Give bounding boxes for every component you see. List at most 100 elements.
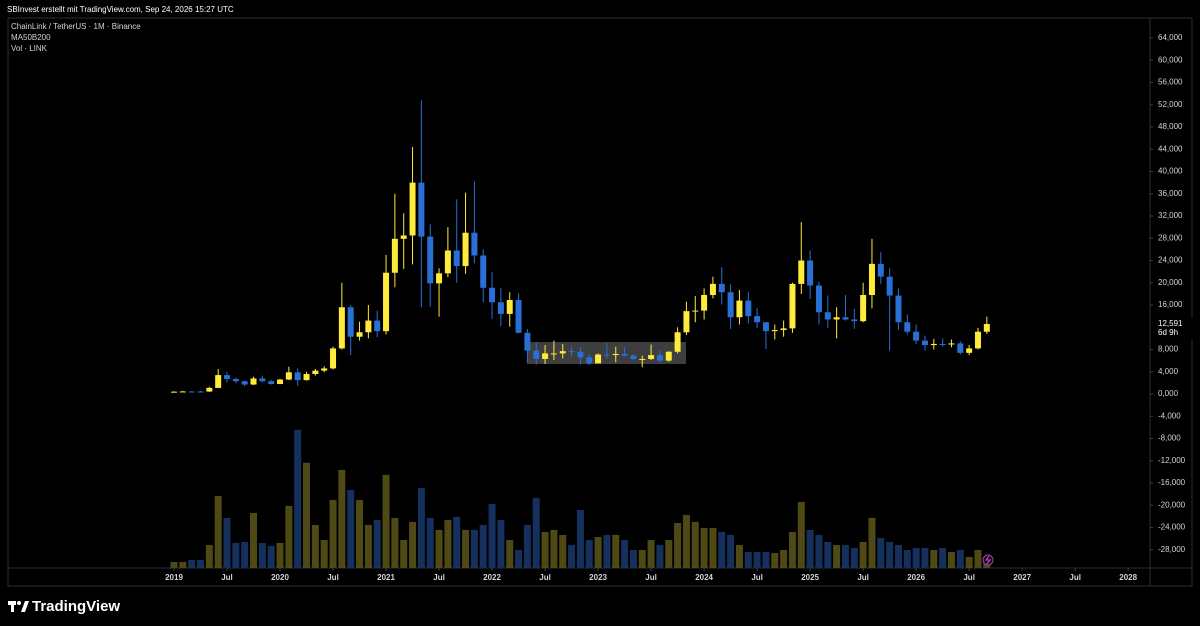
volume-bar <box>329 499 337 568</box>
volume-bar <box>497 519 505 568</box>
volume-bar <box>568 544 576 568</box>
candle-body <box>321 368 328 371</box>
candle-body <box>762 322 769 332</box>
x-tick-label: 2027 <box>1013 573 1031 582</box>
candle-body <box>550 353 557 355</box>
candle-body <box>913 331 920 341</box>
volume-bar <box>205 544 213 568</box>
candle-body <box>586 357 593 364</box>
volume-bar <box>435 529 443 568</box>
candle-body <box>206 387 213 392</box>
candle-body <box>886 276 893 296</box>
x-tick-label: Jul <box>1069 573 1081 582</box>
volume-bar <box>258 542 266 568</box>
candle-body <box>444 250 451 274</box>
candle-body <box>259 378 266 382</box>
x-tick-label: 2022 <box>483 573 501 582</box>
volume-bar <box>311 524 319 568</box>
volume-bar <box>806 529 814 568</box>
y-tick-label: 24,000 <box>1158 256 1183 265</box>
volume-bar <box>930 549 938 568</box>
candle-body <box>383 272 390 332</box>
x-tick-label: 2028 <box>1119 573 1137 582</box>
volume-bar <box>320 539 328 568</box>
volume-bar <box>303 462 311 568</box>
volume-bar <box>912 547 920 568</box>
volume-bar <box>541 531 549 568</box>
volume-bar <box>886 541 894 568</box>
candle-body <box>480 255 487 288</box>
candle-body <box>692 310 699 312</box>
volume-bar <box>400 539 408 568</box>
volume-bar <box>453 516 461 568</box>
x-tick-label: Jul <box>963 573 975 582</box>
volume-bar <box>594 536 602 568</box>
candle-body <box>436 273 443 284</box>
candle-body <box>515 300 522 333</box>
candle-body <box>895 295 902 323</box>
x-tick-label: Jul <box>327 573 339 582</box>
y-tick-label: 4,000 <box>1158 367 1179 376</box>
last-price-box <box>1152 317 1196 340</box>
volume-bar <box>868 517 876 568</box>
volume-bar <box>462 529 470 568</box>
x-tick-label: Jul <box>221 573 233 582</box>
candle-body <box>665 351 672 361</box>
volume-bar <box>744 551 752 568</box>
candle-body <box>860 295 867 322</box>
volume-bar <box>700 527 708 568</box>
candle-body <box>718 283 725 293</box>
candle-body <box>957 343 964 353</box>
candle-body <box>780 328 787 331</box>
y-tick-label: 44,000 <box>1158 144 1183 153</box>
candle-body <box>621 353 628 356</box>
candle-body <box>462 232 469 267</box>
volume-bar <box>417 487 425 568</box>
volume-bar <box>197 559 205 568</box>
candle-body <box>391 238 398 273</box>
candle-body <box>701 295 708 311</box>
volume-bar <box>841 544 849 568</box>
volume-bar <box>559 534 567 568</box>
candle-body <box>815 285 822 313</box>
candle-body <box>506 300 513 314</box>
volume-bar <box>576 509 584 568</box>
candle-body <box>250 378 257 385</box>
y-tick-label: -8,000 <box>1158 434 1181 443</box>
y-tick-label: -24,000 <box>1158 523 1186 532</box>
candle-body <box>418 182 425 237</box>
y-tick-label: -16,000 <box>1158 478 1186 487</box>
candle-body <box>489 287 496 303</box>
candle-body <box>559 351 566 354</box>
candle-body <box>603 354 610 356</box>
x-tick-label: 2024 <box>695 573 713 582</box>
candle-body <box>648 355 655 359</box>
candle-body <box>224 375 231 379</box>
y-tick-label: 20,000 <box>1158 278 1183 287</box>
x-tick-label: Jul <box>645 573 657 582</box>
candle-body <box>303 373 310 381</box>
y-tick-label: 52,000 <box>1158 100 1183 109</box>
candle-body <box>851 319 858 322</box>
volume-bar <box>409 521 417 568</box>
volume-bar <box>356 499 364 568</box>
candle-body <box>197 391 204 393</box>
candle-body <box>868 263 875 296</box>
candle-body <box>365 320 372 333</box>
y-tick-label: 16,000 <box>1158 300 1183 309</box>
candle-body <box>877 263 884 277</box>
y-tick-label: 60,000 <box>1158 55 1183 64</box>
candle-body <box>824 312 831 320</box>
candle-body <box>595 354 602 364</box>
candle-body <box>215 375 222 388</box>
volume-bar <box>444 519 452 568</box>
volume-bar <box>727 534 735 568</box>
candle-body <box>188 391 195 393</box>
volume-bar <box>506 539 514 568</box>
last-price-label: 12,591 <box>1158 319 1183 328</box>
volume-bar <box>921 547 929 568</box>
volume-bar <box>718 531 726 568</box>
y-tick-label: 40,000 <box>1158 167 1183 176</box>
